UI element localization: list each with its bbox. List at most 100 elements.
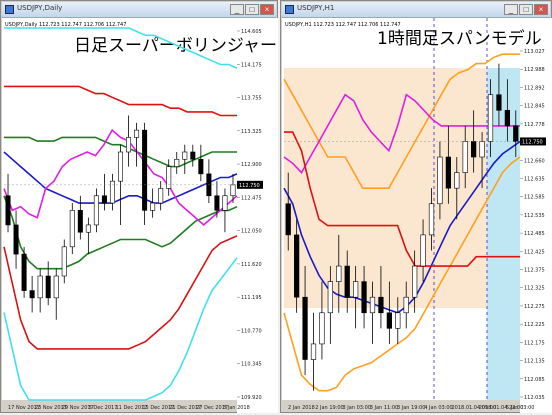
chart-overlay-title: 日足スーパーボリンジャー <box>74 36 277 56</box>
time-tick-label: 2 Jan 2018 <box>288 405 315 411</box>
price-tick-label: 112.050 <box>241 229 262 235</box>
price-tick-label: 112.635 <box>524 176 545 182</box>
indicator-line <box>283 156 521 392</box>
indicator-line <box>3 128 238 226</box>
maximize-button[interactable]: □ <box>245 4 259 15</box>
candle-body <box>150 202 156 211</box>
chart-window-icon <box>5 5 14 14</box>
window-titlebar[interactable]: USDJPY,H1 _ □ × <box>282 2 550 18</box>
price-tick-label: 114.605 <box>241 29 262 35</box>
time-tick-label: 2018.01.04 09:00 <box>452 405 497 411</box>
candle-body <box>336 265 342 282</box>
candle-body <box>479 141 485 158</box>
candle-body <box>319 312 325 345</box>
daily-chart-canvas[interactable]: USDJPY,Daily 112.723 112.747 112.706 112… <box>2 18 278 413</box>
price-tick-label: 112.375 <box>524 268 545 274</box>
candle-body <box>420 234 426 267</box>
time-tick-label: 5 Dec 2017 <box>89 405 118 411</box>
time-tick-label: 15 Dec 2017 <box>142 405 174 411</box>
price-tick-label: 112.085 <box>524 377 545 383</box>
candle-body <box>174 158 180 167</box>
price-tick-label: 112.175 <box>524 340 545 346</box>
candle-body <box>454 172 460 189</box>
candle-body <box>513 125 519 142</box>
time-tick-label: 5 Jan 03:00 <box>506 405 534 411</box>
chart-window-h1[interactable]: USDJPY,H1 _ □ × USDJPY,H1 112.723 112.74… <box>280 0 552 413</box>
chart-window-icon <box>285 5 294 14</box>
candle-body <box>504 110 510 127</box>
time-tick-label: 2018.01.04 22:00 <box>479 405 524 411</box>
price-tick-label: 112.900 <box>241 162 262 168</box>
candle-body <box>109 180 115 204</box>
maximize-button[interactable]: □ <box>519 4 533 15</box>
price-tick-label: 112.485 <box>524 231 545 237</box>
candle-body <box>403 296 409 314</box>
minimize-button[interactable]: _ <box>504 4 518 15</box>
chart-overlay-title: 1時間足スパンモデル <box>377 28 542 49</box>
candle-body <box>445 156 451 189</box>
time-tick-label: 3 Jan 2018 <box>223 405 250 411</box>
candle-body <box>437 156 443 205</box>
close-button[interactable]: × <box>534 4 548 15</box>
window-title: USDJPY,Daily <box>17 4 63 12</box>
price-tick-label: 112.585 <box>524 195 545 201</box>
candle-body <box>190 151 196 160</box>
candle-body <box>142 129 148 211</box>
indicator-line <box>283 93 520 174</box>
time-tick-label: 4 Jan 03:00 <box>424 405 452 411</box>
candle-body <box>428 203 435 236</box>
h1-chart-canvas[interactable]: USDJPY,H1 112.723 112.747 112.706 112.74… <box>282 18 552 413</box>
candle-body <box>285 203 291 236</box>
close-button[interactable]: × <box>260 4 274 15</box>
candle-body <box>77 210 83 233</box>
candle-body <box>395 312 401 329</box>
time-tick-label: 3 Jan 19:00 <box>397 405 425 411</box>
time-tick-label: 23 Nov 2017 <box>35 405 67 411</box>
candle-body <box>361 281 367 314</box>
price-tick-label: 112.892 <box>524 85 545 91</box>
indicator-line <box>4 136 237 168</box>
candle-body <box>386 312 392 329</box>
candle-body <box>198 158 204 175</box>
price-tick-label: 112.325 <box>524 286 545 292</box>
indicator-line <box>283 53 520 189</box>
candle-body <box>69 210 75 248</box>
candle-body <box>230 184 236 197</box>
candle-body <box>37 275 43 299</box>
candle-body <box>471 141 477 158</box>
candle-body <box>214 195 220 211</box>
window-title: USDJPY,H1 <box>297 4 335 12</box>
chart-window-daily[interactable]: USDJPY,Daily _ □ × USDJPY,Daily 112.723 … <box>0 0 278 413</box>
candle-body <box>93 195 99 226</box>
candle-body <box>302 296 308 360</box>
price-tick-label: 113.325 <box>241 129 262 135</box>
price-tick-label: 113.755 <box>241 96 262 102</box>
indicator-line <box>3 257 238 401</box>
price-tick-label: 112.275 <box>524 304 545 310</box>
candle-body <box>487 94 494 142</box>
minimize-button[interactable]: _ <box>230 4 244 15</box>
candle-body <box>85 224 91 233</box>
price-tick-label: 112.845 <box>524 104 545 110</box>
price-tick-label: 110.770 <box>241 328 262 334</box>
price-tick-label: 113.027 <box>524 49 545 55</box>
candle-body <box>310 343 317 360</box>
time-tick-label: 17 Nov 2017 <box>8 405 40 411</box>
candle-body <box>117 151 124 182</box>
price-tick-label: 112.425 <box>524 249 545 255</box>
time-tick-label: 11 Dec 2017 <box>116 405 148 411</box>
current-price-tag <box>237 180 263 189</box>
candle-body <box>353 281 359 298</box>
price-tick-label: 111.195 <box>241 295 262 301</box>
candle-body <box>5 195 11 226</box>
indicator-line <box>3 235 238 350</box>
price-tick-label: 111.620 <box>241 262 262 268</box>
candle-body <box>158 188 164 204</box>
current-price-label: 112.750 <box>239 183 260 189</box>
candle-body <box>126 137 132 153</box>
window-titlebar[interactable]: USDJPY,Daily _ □ × <box>2 2 276 18</box>
time-tick-label: 2 Jan 19:00 <box>315 405 343 411</box>
price-tick-label: 112.988 <box>524 67 545 73</box>
indicator-line <box>4 85 237 117</box>
time-tick-label: 27 Dec 2017 <box>196 405 228 411</box>
